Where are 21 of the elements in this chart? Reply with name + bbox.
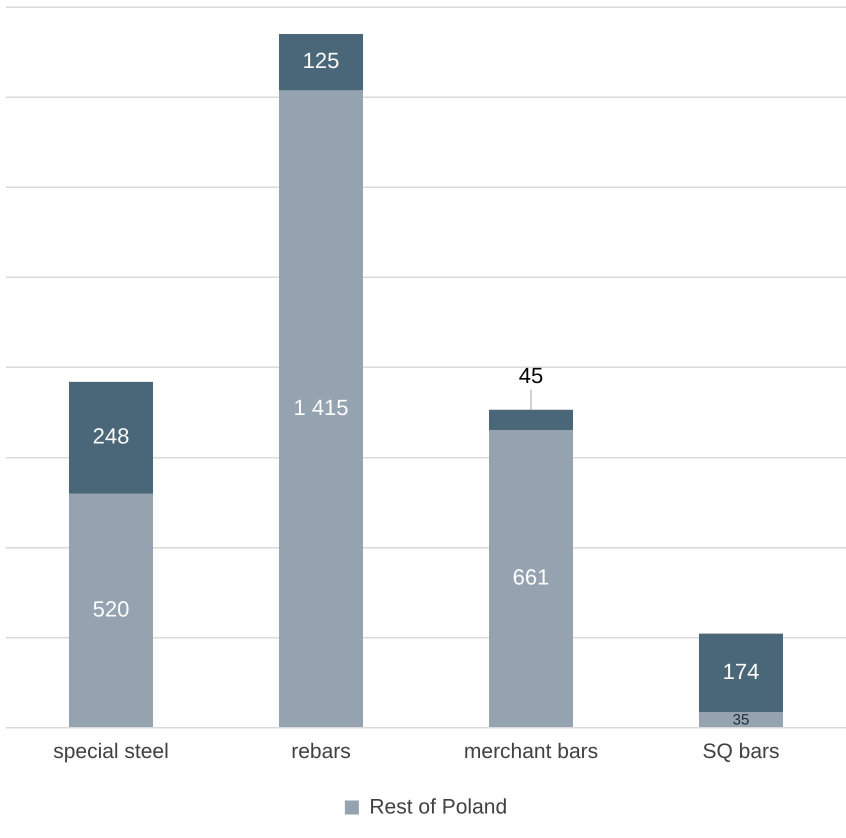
x-tick-label: rebars [291,740,351,764]
data-label: 125 [302,48,340,74]
x-tick-label: SQ bars [702,740,780,764]
data-label: 661 [512,564,550,590]
bar [489,430,573,728]
legend-label: Rest of Poland [369,795,508,818]
x-tick-label: special steel [53,740,169,764]
data-label: 520 [92,596,130,622]
data-label: 1 415 [293,394,349,420]
bar [69,494,153,728]
bar [489,410,573,430]
bar [699,712,783,728]
bar [279,90,363,728]
bar [699,634,783,712]
bar [279,34,363,90]
x-tick-label: merchant bars [464,740,598,764]
data-label: 248 [92,424,130,449]
bar [69,382,153,494]
data-label: 45 [518,362,544,388]
data-label: 174 [722,658,760,684]
data-label: 35 [732,712,750,729]
